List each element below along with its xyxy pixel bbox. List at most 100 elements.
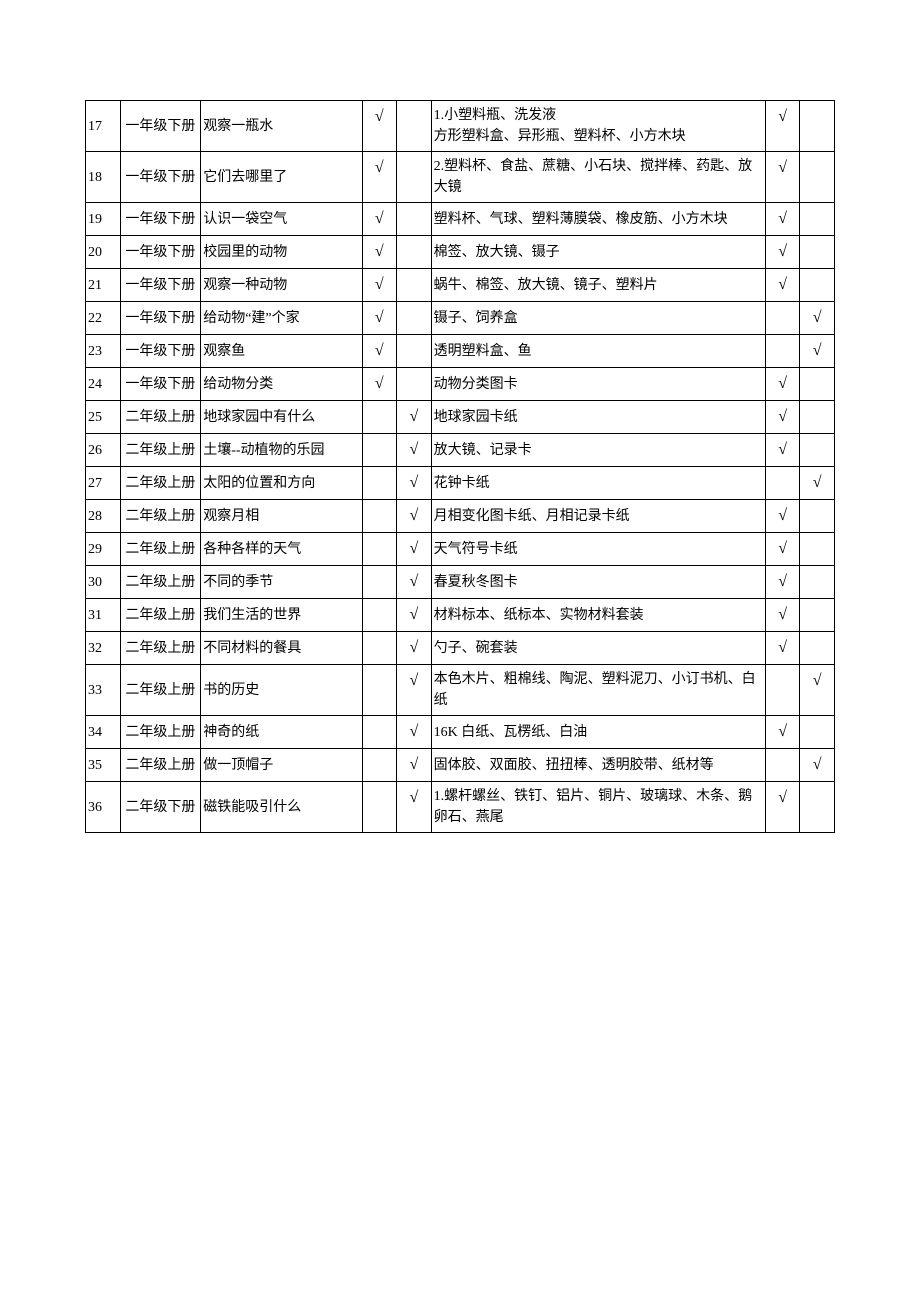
check-col-3: √ [765, 716, 800, 749]
check-col-1 [362, 749, 397, 782]
check-col-3: √ [765, 434, 800, 467]
topic-cell: 不同的季节 [201, 566, 362, 599]
grade-cell: 一年级下册 [120, 152, 201, 203]
topic-cell: 土壤--动植物的乐园 [201, 434, 362, 467]
table-row: 23一年级下册观察鱼√透明塑料盒、鱼√ [86, 335, 835, 368]
row-number: 27 [86, 467, 121, 500]
row-number: 28 [86, 500, 121, 533]
row-number: 26 [86, 434, 121, 467]
description-cell: 2.塑料杯、食盐、蔗糖、小石块、搅拌棒、药匙、放大镜 [431, 152, 765, 203]
check-col-4 [800, 401, 835, 434]
check-col-3: √ [765, 368, 800, 401]
description-cell: 1.小塑料瓶、洗发液方形塑料盒、异形瓶、塑料杯、小方木块 [431, 101, 765, 152]
check-col-2: √ [397, 566, 432, 599]
description-cell: 蜗牛、棉签、放大镜、镜子、塑料片 [431, 269, 765, 302]
check-col-2: √ [397, 632, 432, 665]
row-number: 21 [86, 269, 121, 302]
description-cell: 动物分类图卡 [431, 368, 765, 401]
check-col-2 [397, 236, 432, 269]
check-col-4 [800, 203, 835, 236]
grade-cell: 二年级上册 [120, 533, 201, 566]
row-number: 30 [86, 566, 121, 599]
topic-cell: 太阳的位置和方向 [201, 467, 362, 500]
grade-cell: 二年级上册 [120, 665, 201, 716]
check-col-3: √ [765, 152, 800, 203]
check-col-2: √ [397, 401, 432, 434]
check-col-3: √ [765, 599, 800, 632]
check-col-1 [362, 716, 397, 749]
check-col-1: √ [362, 236, 397, 269]
check-col-1 [362, 434, 397, 467]
check-col-1 [362, 401, 397, 434]
grade-cell: 一年级下册 [120, 368, 201, 401]
row-number: 35 [86, 749, 121, 782]
grade-cell: 一年级下册 [120, 101, 201, 152]
check-col-2: √ [397, 500, 432, 533]
materials-table: 17一年级下册观察一瓶水√1.小塑料瓶、洗发液方形塑料盒、异形瓶、塑料杯、小方木… [85, 100, 835, 833]
grade-cell: 二年级上册 [120, 401, 201, 434]
grade-cell: 二年级上册 [120, 599, 201, 632]
check-col-4: √ [800, 302, 835, 335]
check-col-4 [800, 101, 835, 152]
check-col-4 [800, 782, 835, 833]
topic-cell: 我们生活的世界 [201, 599, 362, 632]
check-col-4 [800, 599, 835, 632]
check-col-1 [362, 665, 397, 716]
table-row: 32二年级上册不同材料的餐具√勺子、碗套装√ [86, 632, 835, 665]
table-row: 30二年级上册不同的季节√春夏秋冬图卡√ [86, 566, 835, 599]
check-col-3 [765, 467, 800, 500]
check-col-2: √ [397, 665, 432, 716]
check-col-4 [800, 566, 835, 599]
topic-cell: 磁铁能吸引什么 [201, 782, 362, 833]
grade-cell: 一年级下册 [120, 236, 201, 269]
check-col-3 [765, 335, 800, 368]
table-row: 21一年级下册观察一种动物√蜗牛、棉签、放大镜、镜子、塑料片√ [86, 269, 835, 302]
check-col-3: √ [765, 203, 800, 236]
grade-cell: 一年级下册 [120, 335, 201, 368]
row-number: 29 [86, 533, 121, 566]
row-number: 19 [86, 203, 121, 236]
description-cell: 镊子、饲养盒 [431, 302, 765, 335]
check-col-2: √ [397, 749, 432, 782]
table-row: 24一年级下册给动物分类√动物分类图卡√ [86, 368, 835, 401]
check-col-2 [397, 335, 432, 368]
table-row: 26二年级上册土壤--动植物的乐园√放大镜、记录卡√ [86, 434, 835, 467]
description-cell: 天气符号卡纸 [431, 533, 765, 566]
check-col-1 [362, 467, 397, 500]
check-col-2: √ [397, 716, 432, 749]
check-col-2 [397, 368, 432, 401]
row-number: 32 [86, 632, 121, 665]
check-col-2 [397, 152, 432, 203]
table-row: 20一年级下册校园里的动物√棉签、放大镜、镊子√ [86, 236, 835, 269]
check-col-1: √ [362, 302, 397, 335]
check-col-2: √ [397, 434, 432, 467]
table-row: 35二年级上册做一顶帽子√固体胶、双面胶、扭扭棒、透明胶带、纸材等√ [86, 749, 835, 782]
description-cell: 本色木片、粗棉线、陶泥、塑料泥刀、小订书机、白纸 [431, 665, 765, 716]
topic-cell: 书的历史 [201, 665, 362, 716]
description-cell: 固体胶、双面胶、扭扭棒、透明胶带、纸材等 [431, 749, 765, 782]
check-col-4: √ [800, 665, 835, 716]
description-cell: 塑料杯、气球、塑料薄膜袋、橡皮筋、小方木块 [431, 203, 765, 236]
row-number: 23 [86, 335, 121, 368]
description-cell: 透明塑料盒、鱼 [431, 335, 765, 368]
check-col-2 [397, 269, 432, 302]
topic-cell: 给动物“建”个家 [201, 302, 362, 335]
check-col-3: √ [765, 101, 800, 152]
check-col-4: √ [800, 749, 835, 782]
topic-cell: 做一顶帽子 [201, 749, 362, 782]
grade-cell: 二年级上册 [120, 716, 201, 749]
table-row: 31二年级上册我们生活的世界√材料标本、纸标本、实物材料套装√ [86, 599, 835, 632]
description-cell: 勺子、碗套装 [431, 632, 765, 665]
check-col-3 [765, 665, 800, 716]
row-number: 34 [86, 716, 121, 749]
description-cell: 1.螺杆螺丝、铁钉、铝片、铜片、玻璃球、木条、鹅卵石、燕尾 [431, 782, 765, 833]
grade-cell: 二年级上册 [120, 434, 201, 467]
check-col-2 [397, 101, 432, 152]
table-row: 29二年级上册各种各样的天气√天气符号卡纸√ [86, 533, 835, 566]
check-col-4: √ [800, 335, 835, 368]
check-col-1 [362, 782, 397, 833]
topic-cell: 不同材料的餐具 [201, 632, 362, 665]
row-number: 18 [86, 152, 121, 203]
check-col-1 [362, 566, 397, 599]
topic-cell: 各种各样的天气 [201, 533, 362, 566]
